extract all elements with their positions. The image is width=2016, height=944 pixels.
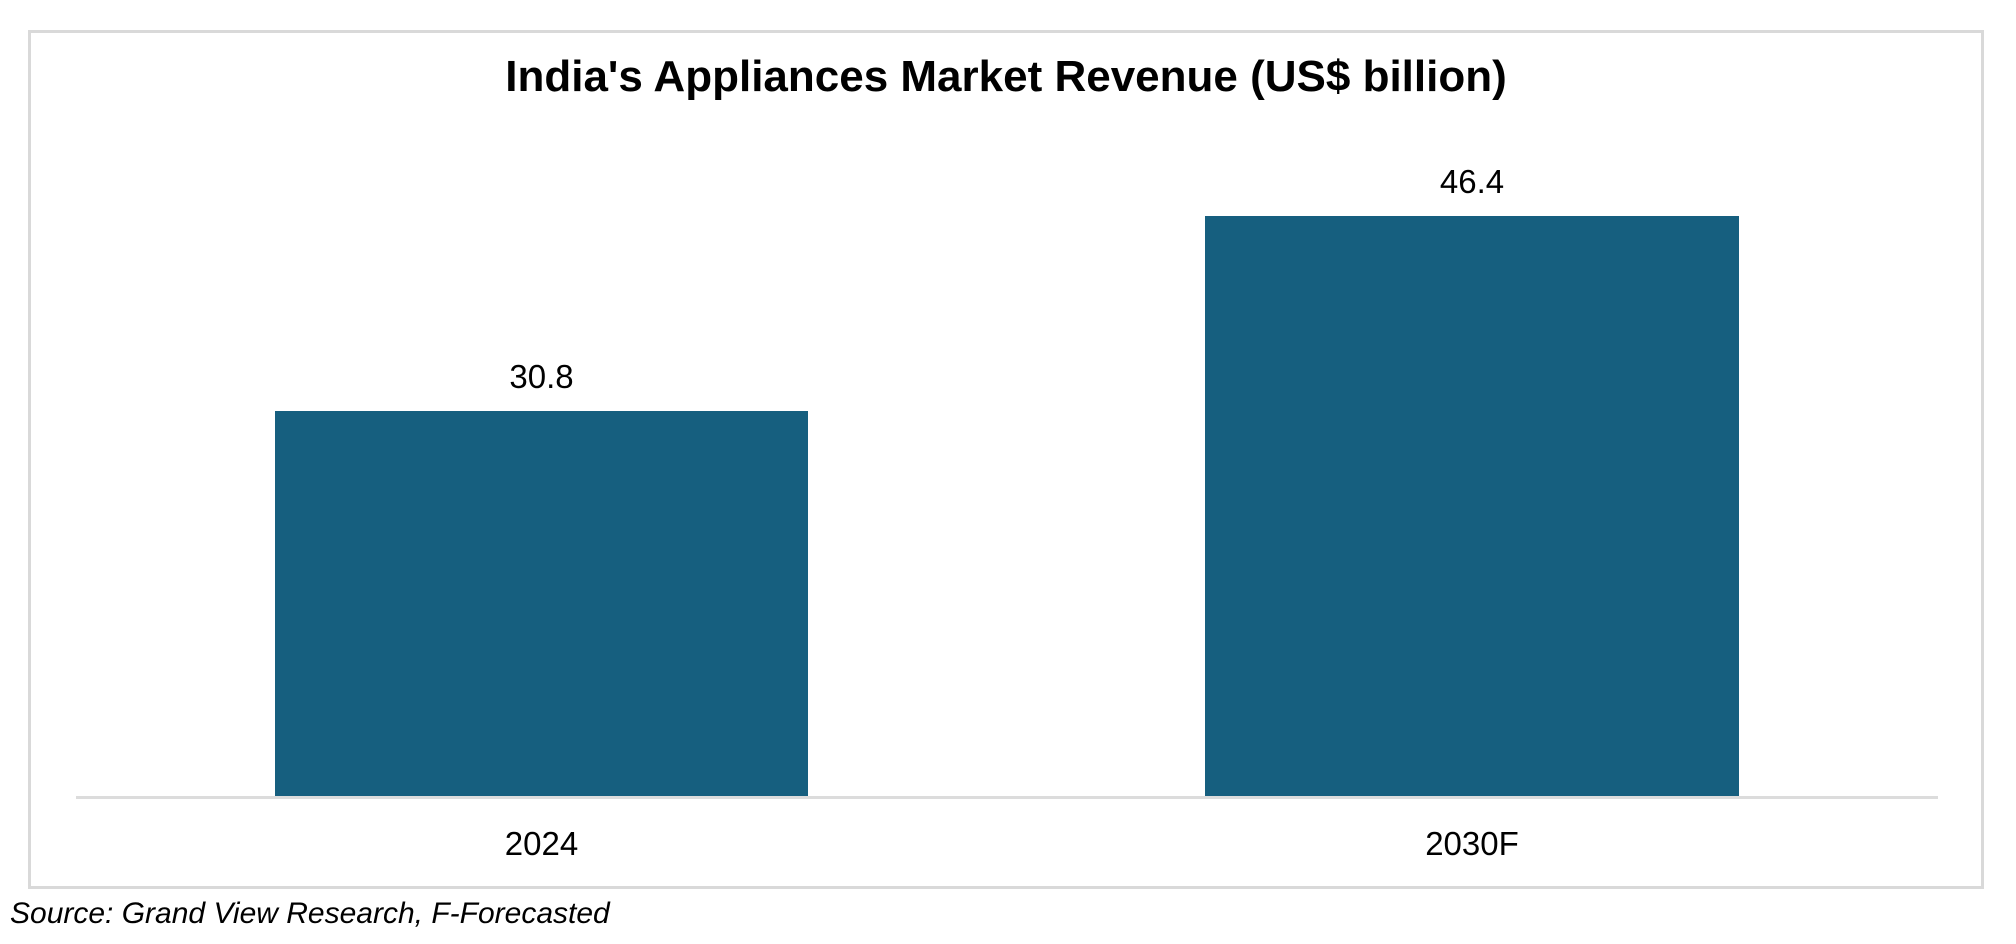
source-note: Source: Grand View Research, F-Forecaste… — [10, 897, 610, 930]
bar-value-label-2024: 30.8 — [509, 358, 574, 396]
x-tick-label-2024: 2024 — [504, 825, 579, 862]
bar-group-2024: 30.8 — [275, 357, 808, 796]
x-axis-line — [76, 796, 1938, 799]
bar-2024 — [275, 411, 808, 796]
chart-frame — [28, 30, 1984, 889]
bar-group-2030f: 46.4 — [1205, 162, 1739, 796]
chart-title: India's Appliances Market Revenue (US$ b… — [505, 52, 1507, 101]
bar-value-label-2030f: 46.4 — [1439, 163, 1505, 201]
x-tick-label-2030f: 2030F — [1425, 825, 1519, 862]
bar-2030f — [1205, 216, 1739, 796]
